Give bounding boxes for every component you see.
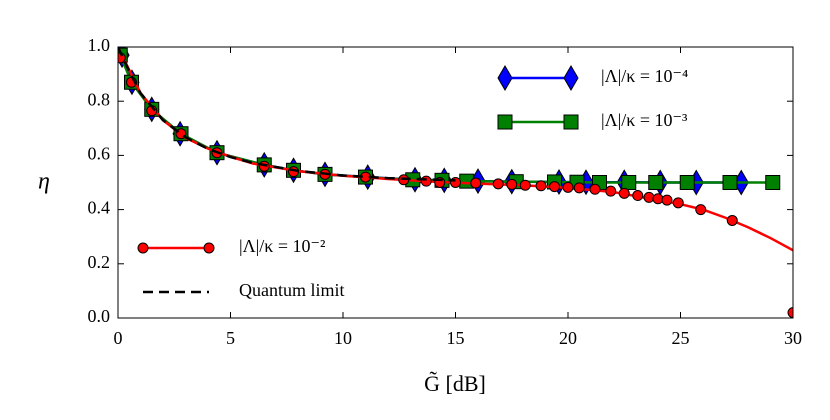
- circle-marker: [787, 307, 793, 318]
- y-tick-label: 0.4: [88, 198, 111, 218]
- y-tick-label: 0.2: [88, 252, 111, 272]
- circle-marker: [661, 194, 673, 206]
- square-marker: [765, 175, 781, 190]
- y-tick-label: 1.0: [88, 35, 111, 55]
- circle-marker: [643, 191, 655, 203]
- circle-marker: [420, 175, 432, 187]
- circle-marker: [470, 177, 482, 189]
- circle-marker: [492, 178, 504, 190]
- circle-marker: [695, 204, 707, 216]
- circle-marker: [573, 182, 585, 194]
- circle-marker: [137, 242, 149, 254]
- y-tick-label: 0.8: [88, 89, 111, 109]
- circle-marker: [562, 181, 574, 193]
- circle-marker: [549, 181, 560, 193]
- square-marker: [621, 175, 637, 190]
- y-axis-label: η: [38, 169, 50, 195]
- diamond-marker: [563, 65, 579, 91]
- circle-marker: [726, 214, 738, 226]
- x-axis-label: G̃ [dB]: [424, 371, 486, 396]
- legend-label: |Λ|/κ = 10⁻²: [239, 236, 325, 256]
- legend-label: |Λ|/κ = 10⁻⁴: [601, 66, 688, 86]
- plot-content: [118, 47, 793, 318]
- circle-marker: [535, 180, 547, 192]
- x-tick-label: 5: [226, 328, 235, 348]
- x-tick-label: 30: [784, 328, 802, 348]
- x-tick-label: 15: [447, 328, 465, 348]
- circle-marker: [506, 178, 518, 190]
- square-marker: [497, 114, 513, 130]
- circle-marker: [605, 185, 617, 197]
- legend-label: |Λ|/κ = 10⁻³: [601, 110, 688, 130]
- plot-frame: [117, 46, 794, 319]
- square-marker: [648, 175, 664, 190]
- circle-marker: [672, 197, 684, 209]
- square-marker: [679, 175, 695, 190]
- x-tick-label: 20: [559, 328, 577, 348]
- x-tick-label: 25: [672, 328, 690, 348]
- legend-label: Quantum limit: [239, 280, 345, 300]
- diamond-marker: [497, 65, 513, 91]
- circle-marker: [618, 187, 630, 199]
- y-tick-label: 0.0: [88, 306, 111, 326]
- x-tick-label: 0: [114, 328, 123, 348]
- square-marker: [722, 175, 738, 190]
- circle-marker: [203, 242, 215, 254]
- circle-marker: [589, 183, 601, 195]
- circle-marker: [519, 179, 531, 191]
- square-marker: [563, 114, 579, 130]
- y-tick-label: 0.6: [88, 144, 111, 164]
- x-tick-label: 10: [334, 328, 352, 348]
- series-line: [118, 47, 456, 182]
- circle-marker: [632, 190, 644, 202]
- circle-marker: [258, 160, 270, 172]
- circle-marker: [652, 193, 664, 205]
